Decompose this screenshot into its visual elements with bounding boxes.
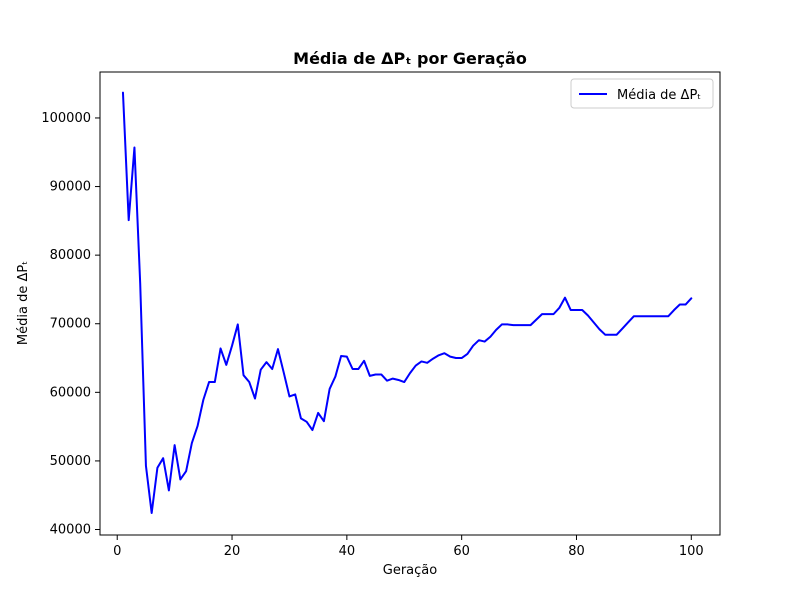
x-tick-label: 60 (453, 544, 470, 559)
chart-title: Média de ΔPₜ por Geração (293, 49, 527, 68)
legend-box (570, 78, 714, 109)
x-tick-label: 40 (339, 544, 356, 559)
y-tick-label: 50000 (50, 454, 91, 469)
x-axis-label: Geração (383, 563, 437, 578)
series-line (121, 91, 693, 515)
y-tick-label: 100000 (41, 111, 91, 126)
x-tick-label: 100 (679, 544, 704, 559)
legend-label: Média de ΔPₜ (617, 88, 701, 103)
y-axis-ticks: 40000 50000 60000 70000 80000 90000 100000 (41, 111, 100, 538)
y-tick-label: 80000 (50, 248, 91, 263)
series-layer (121, 91, 693, 515)
x-tick-label: 20 (224, 544, 241, 559)
y-tick-label: 60000 (50, 385, 91, 400)
y-tick-label: 90000 (50, 180, 91, 195)
y-tick-label: 70000 (50, 317, 91, 332)
x-tick-label: 0 (113, 544, 121, 559)
y-tick-label: 40000 (50, 523, 91, 538)
plot-frame (99, 71, 721, 536)
y-axis-label: Média de ΔPₜ (16, 261, 31, 345)
x-axis-ticks: 0 20 40 60 80 100 (113, 535, 704, 559)
legend: Média de ΔPₜ (570, 78, 714, 109)
x-tick-label: 80 (568, 544, 585, 559)
